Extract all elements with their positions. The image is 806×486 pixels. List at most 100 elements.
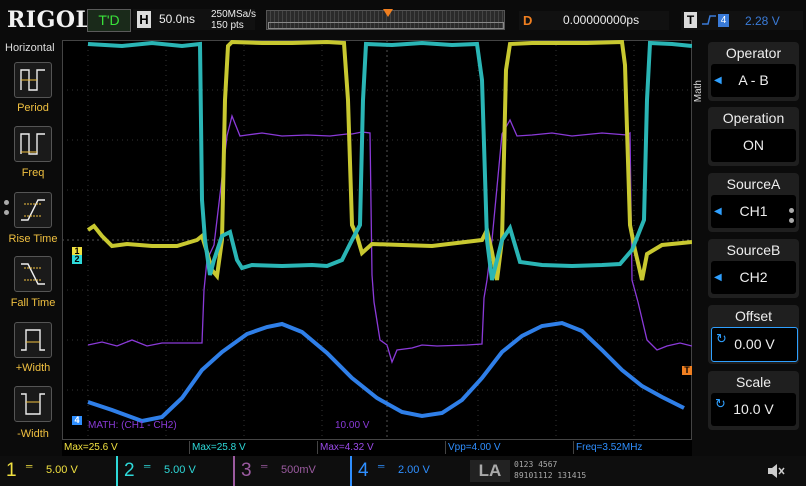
trigger-source: 4 [718, 14, 729, 27]
delay-settings[interactable]: D 0.00000000ps [519, 11, 669, 30]
memory-depth: 150 pts [211, 20, 244, 31]
page-dot [789, 208, 794, 213]
trigger-level: 2.28 V [745, 14, 780, 28]
speaker-mute-icon[interactable] [766, 462, 786, 480]
menu-side-label: Math [693, 80, 704, 103]
page-dot [4, 200, 9, 205]
waveform-display[interactable]: 1 2 4 T MATH: (CH1 - CH2) 10.00 V [62, 40, 692, 440]
measurement-ch4-vpp: Vpp=4.00 V [448, 442, 501, 453]
freq-icon [20, 133, 45, 155]
measurement-item[interactable]: Max=25.8 V [190, 441, 318, 454]
ch2-coupling-icon: ═ [144, 461, 151, 471]
digital-channel-grid: 0123 4567 89101112 131415 [514, 459, 614, 483]
view-window [268, 22, 504, 29]
scale-softkey[interactable]: Scale ↻ 10.0 V [708, 371, 799, 430]
memory-position-strip[interactable] [266, 9, 505, 30]
trigger-status[interactable]: T'D [87, 9, 131, 32]
waveform-canvas [62, 40, 692, 440]
ch4-number: 4 [358, 460, 369, 481]
trigger-settings[interactable]: T 4 2.28 V [681, 11, 803, 30]
horizontal-settings[interactable]: H 50.0ns 250MSa/s 150 pts [133, 9, 256, 31]
menu-title: Horizontal [5, 42, 55, 54]
ch2-offset-marker[interactable]: 2 [72, 255, 82, 264]
channel-4-status[interactable]: 4 ═ 2.00 V [350, 456, 467, 486]
measurement-item[interactable]: Vpp=4.00 V [446, 441, 574, 454]
sample-info: 250MSa/s 150 pts [211, 9, 256, 31]
positive-width-icon [21, 329, 45, 351]
digital-row-2: 89101112 131415 [514, 471, 587, 480]
source-b-header: SourceB [726, 242, 781, 258]
ch4-trace [87, 320, 685, 424]
knob-icon: ↻ [715, 396, 726, 411]
operator-header: Operator [725, 45, 782, 61]
scale-header: Scale [735, 374, 772, 390]
channel-2-status[interactable]: 2 ═ 5.00 V [116, 456, 233, 486]
operation-value-box: ON [711, 129, 796, 162]
offset-softkey[interactable]: Offset ↻ 0.00 V [708, 305, 799, 364]
operator-value: A - B [738, 72, 769, 88]
trigger-label: T [684, 12, 697, 28]
horizontal-label: H [137, 11, 151, 28]
page-dot [4, 210, 9, 215]
brand-logo: RIGOL [7, 7, 92, 33]
channel-1-status[interactable]: 1 ═ 5.00 V [0, 456, 115, 486]
top-status-bar: RIGOL T'D H 50.0ns 250MSa/s 150 pts D 0.… [0, 0, 806, 40]
measurement-item[interactable]: Freq=3.52MHz [574, 441, 694, 454]
offset-value: 0.00 V [734, 336, 775, 352]
horizontal-measure-menu: Horizontal Period Freq Rise Time Fall Ti… [0, 40, 62, 460]
ch1-coupling-icon: ═ [26, 461, 33, 471]
math-trace [87, 113, 692, 364]
timebase-value: 50.0ns [159, 12, 196, 26]
sample-rate: 250MSa/s [211, 9, 257, 20]
graticule-center [62, 40, 692, 440]
positive-width-button[interactable] [14, 322, 52, 358]
channel-3-status[interactable]: 3 ═ 500mV [233, 456, 350, 486]
offset-value-box: ↻ 0.00 V [711, 327, 798, 362]
measurement-item[interactable]: Max=4.32 V [318, 441, 446, 454]
ch1-offset-marker[interactable]: 1 [72, 247, 82, 256]
ch3-scale: 500mV [281, 464, 316, 476]
ch1-number: 1 [6, 460, 17, 481]
trigger-level-marker[interactable]: T [682, 366, 692, 375]
measurement-math-max: Max=4.32 V [320, 442, 374, 453]
math-scale: 10.00 V [335, 420, 370, 431]
ch3-number: 3 [241, 460, 252, 481]
period-button[interactable] [14, 62, 52, 98]
rise-time-button[interactable] [14, 192, 52, 228]
channel-bar: 1 ═ 5.00 V 2 ═ 5.00 V 3 ═ 500mV 4 ═ 2.00… [0, 456, 806, 486]
fall-time-button[interactable] [14, 256, 52, 292]
select-arrow-icon: ◀ [714, 272, 722, 283]
operator-value-box: ◀ A - B [711, 64, 796, 97]
negative-width-label: -Width [17, 428, 49, 440]
source-a-softkey[interactable]: SourceA ◀ CH1 [708, 173, 799, 232]
operation-value: ON [743, 137, 764, 153]
ch4-offset-marker[interactable]: 4 [72, 416, 82, 425]
logic-analyzer-button[interactable]: LA [470, 460, 510, 482]
ch2-scale: 5.00 V [164, 464, 196, 476]
scale-value: 10.0 V [733, 401, 774, 417]
measurement-ch1-max: Max=25.6 V [64, 442, 118, 453]
measurement-ch2-max: Max=25.8 V [192, 442, 246, 453]
ch2-trace [87, 40, 692, 281]
source-b-value-box: ◀ CH2 [711, 261, 796, 294]
ch4-coupling-icon: ═ [378, 461, 385, 471]
screen-border [62, 40, 692, 440]
operator-softkey[interactable]: Operator ◀ A - B [708, 42, 799, 101]
math-label: MATH: (CH1 - CH2) [88, 420, 177, 431]
measurement-item[interactable]: Max=25.6 V [62, 441, 190, 454]
freq-label: Freq [21, 167, 45, 179]
freq-button[interactable] [14, 126, 52, 162]
source-b-value: CH2 [739, 269, 768, 285]
negative-width-icon [21, 393, 45, 415]
operation-softkey[interactable]: Operation ON [708, 107, 799, 166]
source-b-softkey[interactable]: SourceB ◀ CH2 [708, 239, 799, 298]
ch2-number: 2 [124, 460, 135, 481]
source-a-value-box: ◀ CH1 [711, 195, 796, 228]
source-a-value: CH1 [739, 203, 768, 219]
rise-time-icon [21, 199, 45, 221]
ch4-scale: 2.00 V [398, 464, 430, 476]
operation-header: Operation [722, 110, 785, 126]
period-label: Period [17, 102, 49, 114]
negative-width-button[interactable] [14, 386, 52, 422]
knob-icon: ↻ [716, 331, 727, 346]
